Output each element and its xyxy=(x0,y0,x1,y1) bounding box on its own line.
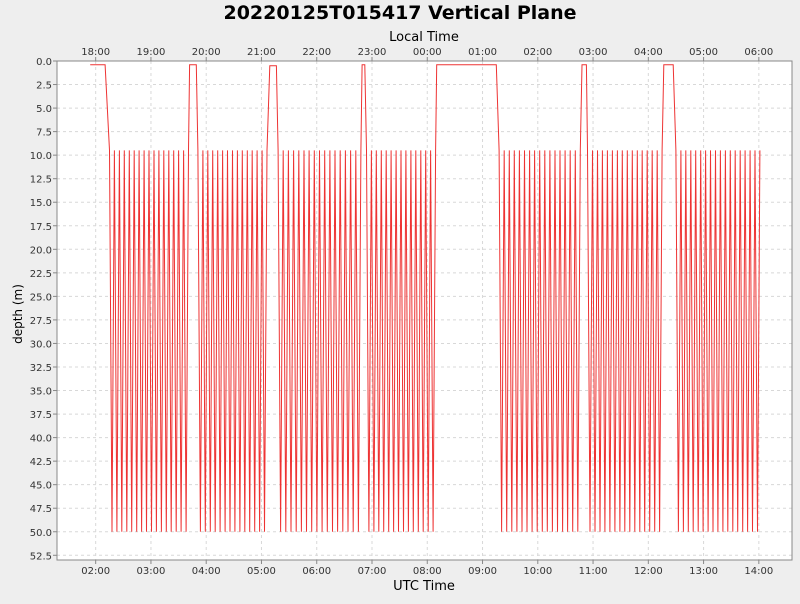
y-tick-label: 32.5 xyxy=(30,363,52,374)
y-tick-label: 30.0 xyxy=(30,339,52,350)
y-tick-label: 0.0 xyxy=(36,57,52,68)
y-tick-label: 47.5 xyxy=(30,504,52,515)
x-tick-label: 10:00 xyxy=(523,566,552,577)
x-tick-label: 08:00 xyxy=(413,566,442,577)
top-tick-label: 21:00 xyxy=(247,47,276,58)
x-tick-label: 12:00 xyxy=(634,566,663,577)
y-tick-label: 42.5 xyxy=(30,457,52,468)
y-tick-label: 12.5 xyxy=(30,175,52,186)
y-tick-label: 20.0 xyxy=(30,245,52,256)
y-tick-label: 2.5 xyxy=(36,81,52,92)
y-tick-label: 25.0 xyxy=(30,292,52,303)
y-tick-label: 45.0 xyxy=(30,481,52,492)
top-tick-label: 01:00 xyxy=(468,47,497,58)
top-tick-label: 20:00 xyxy=(192,47,221,58)
top-tick-label: 19:00 xyxy=(137,47,166,58)
y-tick-label: 27.5 xyxy=(30,316,52,327)
y-tick-label: 37.5 xyxy=(30,410,52,421)
y-tick-label: 15.0 xyxy=(30,198,52,209)
x-tick-label: 04:00 xyxy=(192,566,221,577)
y-tick-label: 52.5 xyxy=(30,551,52,562)
x-tick-label: 13:00 xyxy=(689,566,718,577)
x-axis-title: UTC Time xyxy=(393,579,455,594)
x-tick-label: 11:00 xyxy=(579,566,608,577)
depth-series xyxy=(90,64,761,532)
y-tick-label: 10.0 xyxy=(30,151,52,162)
top-tick-label: 02:00 xyxy=(523,47,552,58)
x-tick-label: 06:00 xyxy=(302,566,331,577)
x-tick-label: 09:00 xyxy=(468,566,497,577)
y-tick-label: 22.5 xyxy=(30,269,52,280)
top-tick-label: 03:00 xyxy=(579,47,608,58)
x-tick-label: 05:00 xyxy=(247,566,276,577)
y-tick-label: 17.5 xyxy=(30,222,52,233)
top-tick-label: 22:00 xyxy=(302,47,331,58)
x-tick-label: 03:00 xyxy=(137,566,166,577)
depth-line xyxy=(90,64,761,532)
y-tick-label: 50.0 xyxy=(30,528,52,539)
grid-lines xyxy=(57,60,792,560)
top-tick-label: 06:00 xyxy=(744,47,773,58)
chart-title: 20220125T015417 Vertical Plane xyxy=(223,2,576,24)
y-axis-title: depth (m) xyxy=(11,284,25,344)
top-tick-label: 00:00 xyxy=(413,47,442,58)
top-tick-label: 23:00 xyxy=(358,47,387,58)
top-tick-label: 18:00 xyxy=(81,47,110,58)
axis-ticks: 0.0 2.5 5.0 7.5 10.0 12.5 15.0 17.5 20.0 22.5 25.0… xyxy=(30,47,774,577)
y-tick-label: 35.0 xyxy=(30,387,52,398)
top-tick-label: 04:00 xyxy=(634,47,663,58)
top-tick-label: 05:00 xyxy=(689,47,718,58)
x-tick-label: 02:00 xyxy=(81,566,110,577)
plot-border xyxy=(56,60,793,561)
top-axis-title: Local Time xyxy=(389,30,459,45)
x-tick-label: 14:00 xyxy=(744,566,773,577)
y-tick-label: 40.0 xyxy=(30,434,52,445)
y-tick-label: 5.0 xyxy=(36,104,52,115)
x-tick-label: 07:00 xyxy=(358,566,387,577)
y-tick-label: 7.5 xyxy=(36,128,52,139)
